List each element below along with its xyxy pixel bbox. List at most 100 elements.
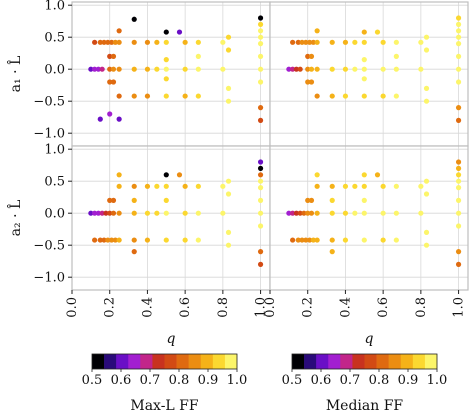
y-tick-label: 1.0	[44, 143, 65, 158]
scatter-point	[107, 111, 113, 117]
scatter-point	[361, 57, 367, 63]
scatter-point	[257, 21, 264, 27]
scatter-point	[131, 16, 137, 22]
colorbar-tick-label: 0.5	[282, 373, 303, 388]
colorbar-segment	[376, 354, 389, 369]
colorbar-tick-label: 0.5	[82, 373, 103, 388]
colorbar-segment	[388, 354, 402, 369]
scatter-point	[310, 237, 316, 243]
scatter-point	[305, 197, 311, 203]
scatter-point	[154, 210, 160, 216]
scatter-point	[301, 210, 307, 216]
scatter-point	[225, 178, 232, 184]
y-tick-label: −0.5	[33, 239, 65, 254]
scatter-point	[257, 34, 264, 40]
scatter-point	[95, 66, 101, 72]
scatter-point	[290, 66, 296, 72]
scatter-point	[455, 172, 462, 178]
scatter-point	[342, 210, 349, 216]
panel-bottom-left: 1.0 0.5 0.0 −0.5 −1.0 a₂ · L̂ 0.0 0.2 0.4 0.6 0.8 1…	[6, 143, 271, 347]
panel-background	[72, 146, 270, 290]
scatter-point	[305, 66, 311, 72]
scatter-point	[182, 183, 188, 189]
scatter-point	[112, 237, 118, 243]
scatter-point	[314, 28, 320, 34]
scatter-point	[393, 39, 399, 45]
scatter-point	[295, 39, 301, 45]
scatter-point	[352, 183, 358, 189]
colorbar-segment	[164, 354, 177, 369]
scatter-point	[182, 39, 188, 45]
scatter-point	[105, 237, 111, 243]
colorbar-segment	[200, 354, 214, 369]
scatter-point	[455, 117, 462, 123]
panel-background	[270, 2, 468, 146]
scatter-point	[110, 53, 117, 60]
scatter-point	[163, 66, 169, 72]
scatter-point	[95, 210, 101, 216]
scatter-point	[380, 39, 386, 45]
scatter-point	[182, 93, 188, 99]
scatter-point	[220, 39, 226, 45]
y-axis-label: a₂ · L̂	[6, 200, 24, 237]
panel-background	[270, 146, 468, 290]
colorbar-segment	[316, 354, 329, 369]
scatter-point	[116, 93, 122, 99]
scatter-point	[107, 53, 113, 60]
scatter-point	[220, 210, 226, 216]
scatter-point	[286, 66, 292, 72]
scatter-point	[225, 47, 232, 53]
scatter-point	[182, 66, 188, 72]
scatter-point	[308, 197, 315, 203]
colorbar-segment	[328, 354, 341, 369]
scatter-point	[342, 237, 349, 243]
scatter-point	[163, 93, 169, 99]
y-tick-label: −0.5	[33, 95, 65, 110]
scatter-point	[423, 85, 430, 91]
colorbar-segment	[152, 354, 165, 369]
scatter-point	[131, 39, 137, 45]
scatter-point	[380, 183, 386, 189]
x-tick-label: 0.8	[216, 297, 231, 318]
scatter-point	[225, 229, 232, 235]
scatter-point	[116, 116, 122, 122]
scatter-point	[393, 210, 399, 216]
colorbar-median-ff: 0.5 0.6 0.7 0.8 0.9 1.0 Median FF	[282, 353, 447, 414]
colorbar-segment	[92, 354, 105, 369]
scatter-point	[97, 116, 103, 122]
panel-background	[72, 2, 270, 146]
scatter-point	[101, 39, 107, 45]
colorbar-segment	[212, 354, 226, 369]
scatter-point	[307, 39, 313, 45]
scatter-point	[361, 172, 367, 178]
scatter-point	[361, 66, 367, 72]
scatter-point	[131, 197, 137, 203]
scatter-point	[99, 66, 105, 72]
scatter-point	[131, 66, 137, 72]
scatter-point	[308, 79, 315, 85]
panel-bottom-right: 0.0 0.2 0.4 0.6 0.8 1.0 q	[263, 145, 469, 347]
colorbar-tick-label: 0.6	[111, 373, 132, 388]
colorbar-frame	[291, 353, 438, 370]
scatter-point	[455, 178, 462, 184]
colorbar-segment	[424, 354, 438, 369]
scatter-point	[163, 172, 169, 178]
scatter-point	[380, 237, 386, 243]
scatter-point	[154, 39, 160, 45]
colorbar-segment	[140, 354, 153, 369]
x-tick-label: 0.2	[103, 297, 118, 318]
scatter-point	[308, 66, 315, 72]
scatter-point	[257, 172, 264, 178]
y-tick-label: −1.0	[33, 271, 65, 286]
scatter-point	[110, 79, 117, 85]
colorbar-segment	[304, 354, 317, 369]
scatter-point	[257, 105, 264, 111]
scatter-point	[107, 66, 113, 72]
x-tick-label: 0.4	[140, 297, 155, 318]
scatter-point	[176, 172, 183, 178]
scatter-point	[195, 183, 201, 189]
scatter-point	[314, 237, 320, 243]
scatter-point	[314, 183, 320, 189]
scatter-point	[131, 93, 137, 99]
scatter-point	[225, 242, 232, 248]
